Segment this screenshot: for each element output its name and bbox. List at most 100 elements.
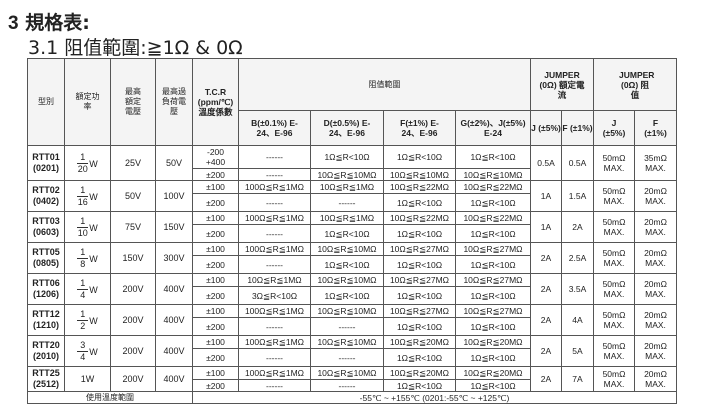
- denominator: 8: [80, 259, 86, 269]
- max-rated-voltage: 150V: [110, 242, 156, 274]
- jumper-resistance-f: 20mΩ MAX.: [634, 335, 678, 367]
- fraction: 1 20: [77, 153, 89, 174]
- range-b: 3Ω≦R<10Ω: [238, 286, 311, 305]
- range-f: 10Ω≦R≦27MΩ: [383, 242, 456, 256]
- numerator: 1: [77, 310, 89, 321]
- range-f: 1Ω≦R<10Ω: [383, 317, 456, 336]
- range-d: 1Ω≦R<10Ω: [310, 145, 384, 169]
- numerator: 1: [77, 217, 89, 228]
- range-d: 10Ω≦R≦10MΩ: [310, 273, 384, 287]
- table-row: RTT02 (0402) 1 16 W 50V 100V ±100 100Ω≦R≦1MΩ 10Ω≦…: [27, 180, 678, 212]
- range-f: 1Ω≦R<10Ω: [383, 379, 456, 392]
- range-b: ------: [238, 348, 311, 367]
- max-overload-voltage: 400V: [155, 273, 193, 305]
- tcr-value: ±200: [192, 168, 239, 181]
- range-d: 10Ω≦R≦10MΩ: [310, 304, 384, 318]
- model-cell: RTT05 (0805): [27, 242, 65, 274]
- model-size: (0201): [32, 163, 59, 173]
- model-cell: RTT01 (0201): [27, 145, 65, 181]
- max-rated-voltage: 25V: [110, 145, 156, 181]
- jumper-resistance-f: 35mΩ MAX.: [634, 145, 678, 181]
- table-row: RTT03 (0603) 1 10 W 75V 150V ±100 100Ω≦R≦1MΩ 10Ω≦…: [27, 211, 678, 243]
- jumper-current-j: 0.5A: [530, 145, 562, 181]
- numerator: 1: [77, 248, 89, 259]
- tcr-value: ±200: [192, 379, 239, 392]
- tcr-value: ±100: [192, 242, 239, 256]
- fraction: 1 10: [77, 217, 89, 238]
- max-overload-voltage: 150V: [155, 211, 193, 243]
- model-name: RTT06: [32, 278, 60, 288]
- jumper-current-f: 4A: [560, 304, 595, 336]
- range-f: 10Ω≦R≦22MΩ: [383, 180, 456, 194]
- range-b: ------: [238, 224, 311, 243]
- range-d: 1Ω≦R<10Ω: [310, 286, 384, 305]
- tcr-value: ±200: [192, 317, 239, 336]
- range-f: 10Ω≦R≦27MΩ: [383, 304, 456, 318]
- range-f: 10Ω≦R≦20MΩ: [383, 335, 456, 349]
- model-name: RTT12: [32, 309, 60, 319]
- max-rated-voltage: 200V: [110, 304, 156, 336]
- model-name: RTT25: [32, 368, 60, 378]
- power-fraction: 1 20 W: [77, 153, 98, 174]
- tcr-value: ±100: [192, 366, 239, 380]
- footer-value: -55℃ ~ +155℃ (0201:-55℃ ~ +125℃): [191, 391, 678, 404]
- table-row: ±200 ------ ------ 1Ω≦R<10Ω 1Ω≦R<10Ω: [28, 379, 677, 392]
- range-g: 1Ω≦R<10Ω: [455, 348, 531, 367]
- range-f: 1Ω≦R<10Ω: [383, 255, 456, 274]
- jumper-resistance-f: 20mΩ MAX.: [634, 180, 678, 212]
- denominator: 4: [80, 352, 86, 362]
- table-row: ±200 ------ 10Ω≦R≦10MΩ 10Ω≦R≦10MΩ 10Ω≦R≦10MΩ: [28, 168, 677, 181]
- power-unit: W: [89, 158, 98, 169]
- fraction: 1 16: [77, 186, 89, 207]
- tcr-value: ±100: [192, 180, 239, 194]
- range-g: 1Ω≦R<10Ω: [455, 379, 531, 392]
- jumper-resistance-f: 20mΩ MAX.: [634, 273, 678, 305]
- header-jumper-resistance: JUMPER (0Ω) 阻值: [593, 58, 678, 111]
- jumper-current-f: 3.5A: [560, 273, 595, 305]
- range-f: 10Ω≦R≦10MΩ: [383, 168, 456, 181]
- jumper-resistance-j: 50mΩ MAX.: [593, 242, 636, 274]
- range-b: ------: [238, 255, 311, 274]
- range-f: 10Ω≦R≦22MΩ: [383, 211, 456, 225]
- numerator: 3: [77, 341, 89, 352]
- table-row: RTT01 (0201) 1 20 W 25V 50V -200 +400 ------ 1Ω≦R…: [27, 145, 678, 181]
- table-row: RTT12 (1210) 1 2 W 200V 400V ±100 100Ω≦R≦1MΩ 10Ω≦…: [27, 304, 678, 336]
- range-g: 10Ω≦R≦10MΩ: [455, 168, 531, 181]
- header-tcr: T.C.R (ppm/℃) 溫度係數: [192, 58, 239, 146]
- power-unit: W: [89, 222, 98, 233]
- tcr-value: -200 +400: [192, 145, 239, 169]
- max-overload-voltage: 400V: [155, 366, 193, 392]
- range-d: 10Ω≦R≦10MΩ: [310, 168, 384, 181]
- max-overload-voltage: 400V: [155, 304, 193, 336]
- range-f: 1Ω≦R<10Ω: [383, 145, 456, 169]
- jumper-current-j: 2A: [530, 335, 562, 367]
- model-size: (2010): [32, 351, 59, 361]
- range-d: 10Ω≦R≦10MΩ: [310, 366, 384, 380]
- model-cell: RTT20 (2010): [27, 335, 65, 367]
- model-cell: RTT12 (1210): [27, 304, 65, 336]
- table-row: RTT20 (2010) 3 4 W 200V 400V ±100 100Ω≦R≦1MΩ 10Ω≦…: [27, 335, 678, 367]
- tcr-value: ±200: [192, 193, 239, 212]
- range-b: 10Ω≦R≦1MΩ: [238, 273, 311, 287]
- header-resistance-range: 阻值範圍: [238, 58, 531, 111]
- rated-power-cell: 1 20 W: [64, 145, 111, 181]
- range-g: 10Ω≦R≦22MΩ: [455, 211, 531, 225]
- range-f: 1Ω≦R<10Ω: [383, 348, 456, 367]
- header-b: B(±0.1%) E-24、E-96: [238, 110, 311, 146]
- tcr-value: ±200: [192, 224, 239, 243]
- jumper-current-f: 0.5A: [560, 145, 595, 181]
- jumper-current-j: 2A: [530, 304, 562, 336]
- header-rated-power: 額定功率: [64, 58, 111, 146]
- power-unit: W: [89, 284, 98, 295]
- denominator: 16: [77, 197, 88, 207]
- spec-table: 型別 額定功率 最高額定電壓 最高過負荷電壓 T.C.R (ppm/℃) 溫度係…: [27, 58, 678, 404]
- range-g: 1Ω≦R<10Ω: [455, 255, 531, 274]
- model-name: RTT02: [32, 185, 60, 195]
- range-b: ------: [238, 168, 311, 181]
